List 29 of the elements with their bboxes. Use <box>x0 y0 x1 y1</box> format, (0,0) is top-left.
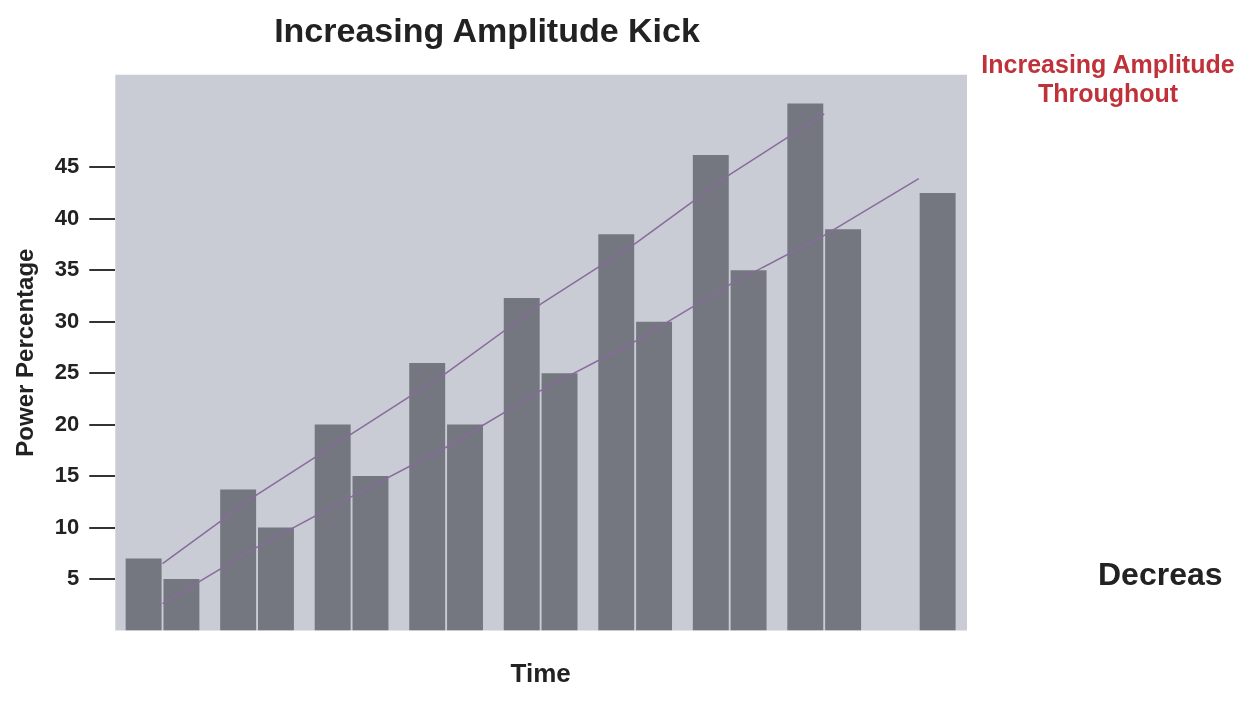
bar <box>220 489 257 631</box>
text: Increasing Amplitude Throughout <box>980 50 1236 108</box>
bar <box>352 476 389 631</box>
chart-title: Increasing Amplitude Kick <box>274 10 700 49</box>
bar <box>787 103 824 631</box>
y-tick-label: 20 <box>54 410 80 436</box>
y-tick-label: 45 <box>54 153 80 179</box>
y-tick-label: 30 <box>54 307 80 333</box>
bar <box>730 270 767 631</box>
y-tick-label: 15 <box>54 462 80 488</box>
bar <box>541 373 578 631</box>
bar <box>258 527 294 631</box>
y-tick-label: 40 <box>54 204 80 230</box>
bar <box>919 193 956 631</box>
y-axis-title: Power Percentage <box>11 248 39 457</box>
bar <box>598 234 635 631</box>
x-axis-title: Time <box>510 657 571 688</box>
bar <box>447 424 483 631</box>
y-tick-label: 10 <box>54 513 80 539</box>
bar <box>692 155 729 631</box>
bar <box>825 229 862 631</box>
bar <box>409 362 446 631</box>
bar <box>636 321 673 631</box>
text: Decreas <box>1098 556 1223 593</box>
bar <box>503 298 540 631</box>
y-tick-label: 25 <box>54 359 80 385</box>
bar <box>314 424 351 631</box>
y-tick-label: 5 <box>67 565 80 591</box>
y-tick-label: 35 <box>54 256 80 282</box>
